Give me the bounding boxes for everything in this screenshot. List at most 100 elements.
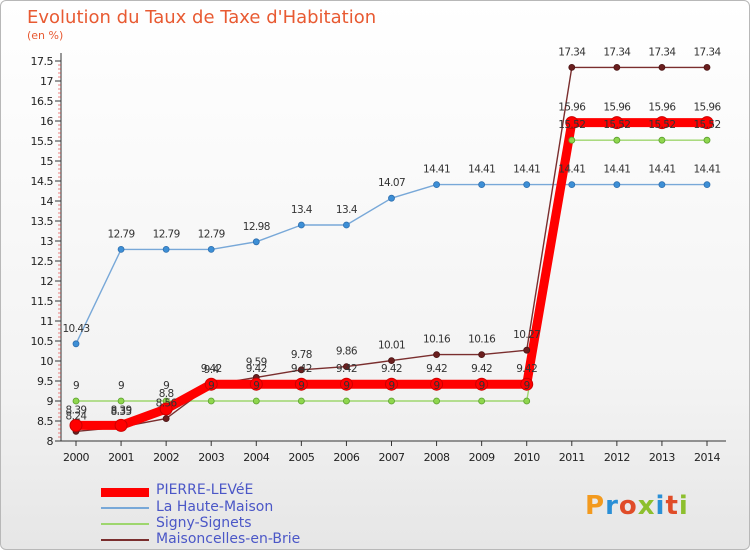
data-point [385,377,398,391]
data-point [523,181,531,189]
y-tick-label: 13.5 [31,215,54,228]
y-tick-label: 12 [40,275,53,288]
data-label: 17.34 [648,46,676,58]
data-point [613,64,621,71]
data-label: 14.41 [603,164,630,176]
x-tick-label: 2012 [604,451,630,464]
data-label: 9.42 [516,363,537,375]
y-tick-label: 11.5 [31,295,54,308]
y-tick-label: 9.5 [37,375,53,388]
data-label: 14.07 [378,177,405,189]
data-label: 8.56 [156,398,178,410]
data-point [207,245,215,253]
data-point [658,136,666,144]
x-tick-label: 2014 [694,451,720,464]
x-tick-label: 2004 [243,451,269,464]
data-label: 17.34 [558,46,586,58]
data-point [658,64,666,71]
data-label: 15.52 [693,119,720,131]
data-point [433,351,440,359]
y-tick-label: 8.5 [37,415,53,428]
data-label: 10.01 [378,340,405,352]
data-point [475,377,489,391]
data-point [297,397,305,405]
logo-letter: x [637,491,656,521]
data-point [430,377,444,391]
y-tick-label: 16 [40,115,53,128]
x-tick-label: 2007 [379,451,405,464]
x-tick-label: 2005 [288,451,314,464]
data-label: 9.42 [291,363,312,375]
data-label: 9 [208,380,214,392]
data-point [204,377,218,391]
legend-swatch [101,488,149,497]
y-tick-label: 16.5 [31,95,54,108]
proxiti-logo: Proxiti [585,491,689,521]
x-tick-label: 2001 [108,451,134,464]
data-point [162,245,170,253]
data-point [658,181,666,189]
x-tick-label: 2010 [514,451,540,464]
data-label: 14.41 [693,164,720,176]
data-label: 15.96 [603,102,631,114]
data-label: 8.39 [66,404,87,416]
data-point [72,340,80,348]
logo-letter: P [585,491,606,521]
data-point [297,366,305,374]
data-point [249,377,263,391]
data-label: 14.41 [468,164,495,176]
data-label: 13.4 [336,204,358,216]
chart-title: Evolution du Taux de Taxe d'Habitation [27,7,377,28]
legend-label: La Haute-Maison [156,499,274,515]
x-tick-label: 2008 [424,451,450,464]
data-point [388,357,395,365]
data-label: 12.79 [198,228,225,240]
data-label: 9.86 [336,346,358,358]
data-point [162,415,170,423]
legend-label: Maisoncelles-en-Brie [156,531,301,547]
data-point [388,194,395,202]
data-label: 9 [434,380,440,392]
data-label: 9 [253,380,259,392]
data-label: 14.41 [423,164,450,176]
data-label: 9 [343,380,349,392]
series-line [75,183,708,345]
chart-unit: (en %) [27,29,64,42]
data-label: 10.27 [513,329,540,341]
data-label: 14.41 [558,164,585,176]
y-tick-label: 14 [40,195,53,208]
data-point [523,397,531,405]
data-label: 17.34 [603,46,631,58]
series-points [69,64,714,435]
data-point [568,181,576,189]
data-label: 14.41 [513,164,540,176]
data-label: 9.42 [471,363,492,375]
logo-letter: o [618,491,638,521]
data-point [703,181,711,189]
data-point [343,397,350,405]
y-tick-label: 10.5 [31,335,54,348]
data-point [117,397,125,405]
data-label: 17.34 [693,46,721,58]
data-label: 9 [388,380,394,392]
logo-letter: i [678,491,689,521]
data-label: 15.96 [693,102,721,114]
data-point [114,418,128,432]
data-label: 9 [73,380,79,392]
y-tick-label: 14.5 [31,175,54,188]
y-tick-label: 9 [47,395,54,408]
data-point [703,136,711,144]
data-point [343,363,350,371]
y-tick-label: 12.5 [31,255,54,268]
x-tick-label: 2002 [153,451,179,464]
data-point [613,181,621,189]
data-label: 8.35 [111,406,132,418]
data-point [523,346,531,354]
legend-label: Signy-Signets [156,515,252,531]
x-tick-label: 2003 [198,451,224,464]
data-point [520,377,534,391]
x-tick-label: 2000 [63,451,89,464]
data-label: 9.42 [246,363,267,375]
